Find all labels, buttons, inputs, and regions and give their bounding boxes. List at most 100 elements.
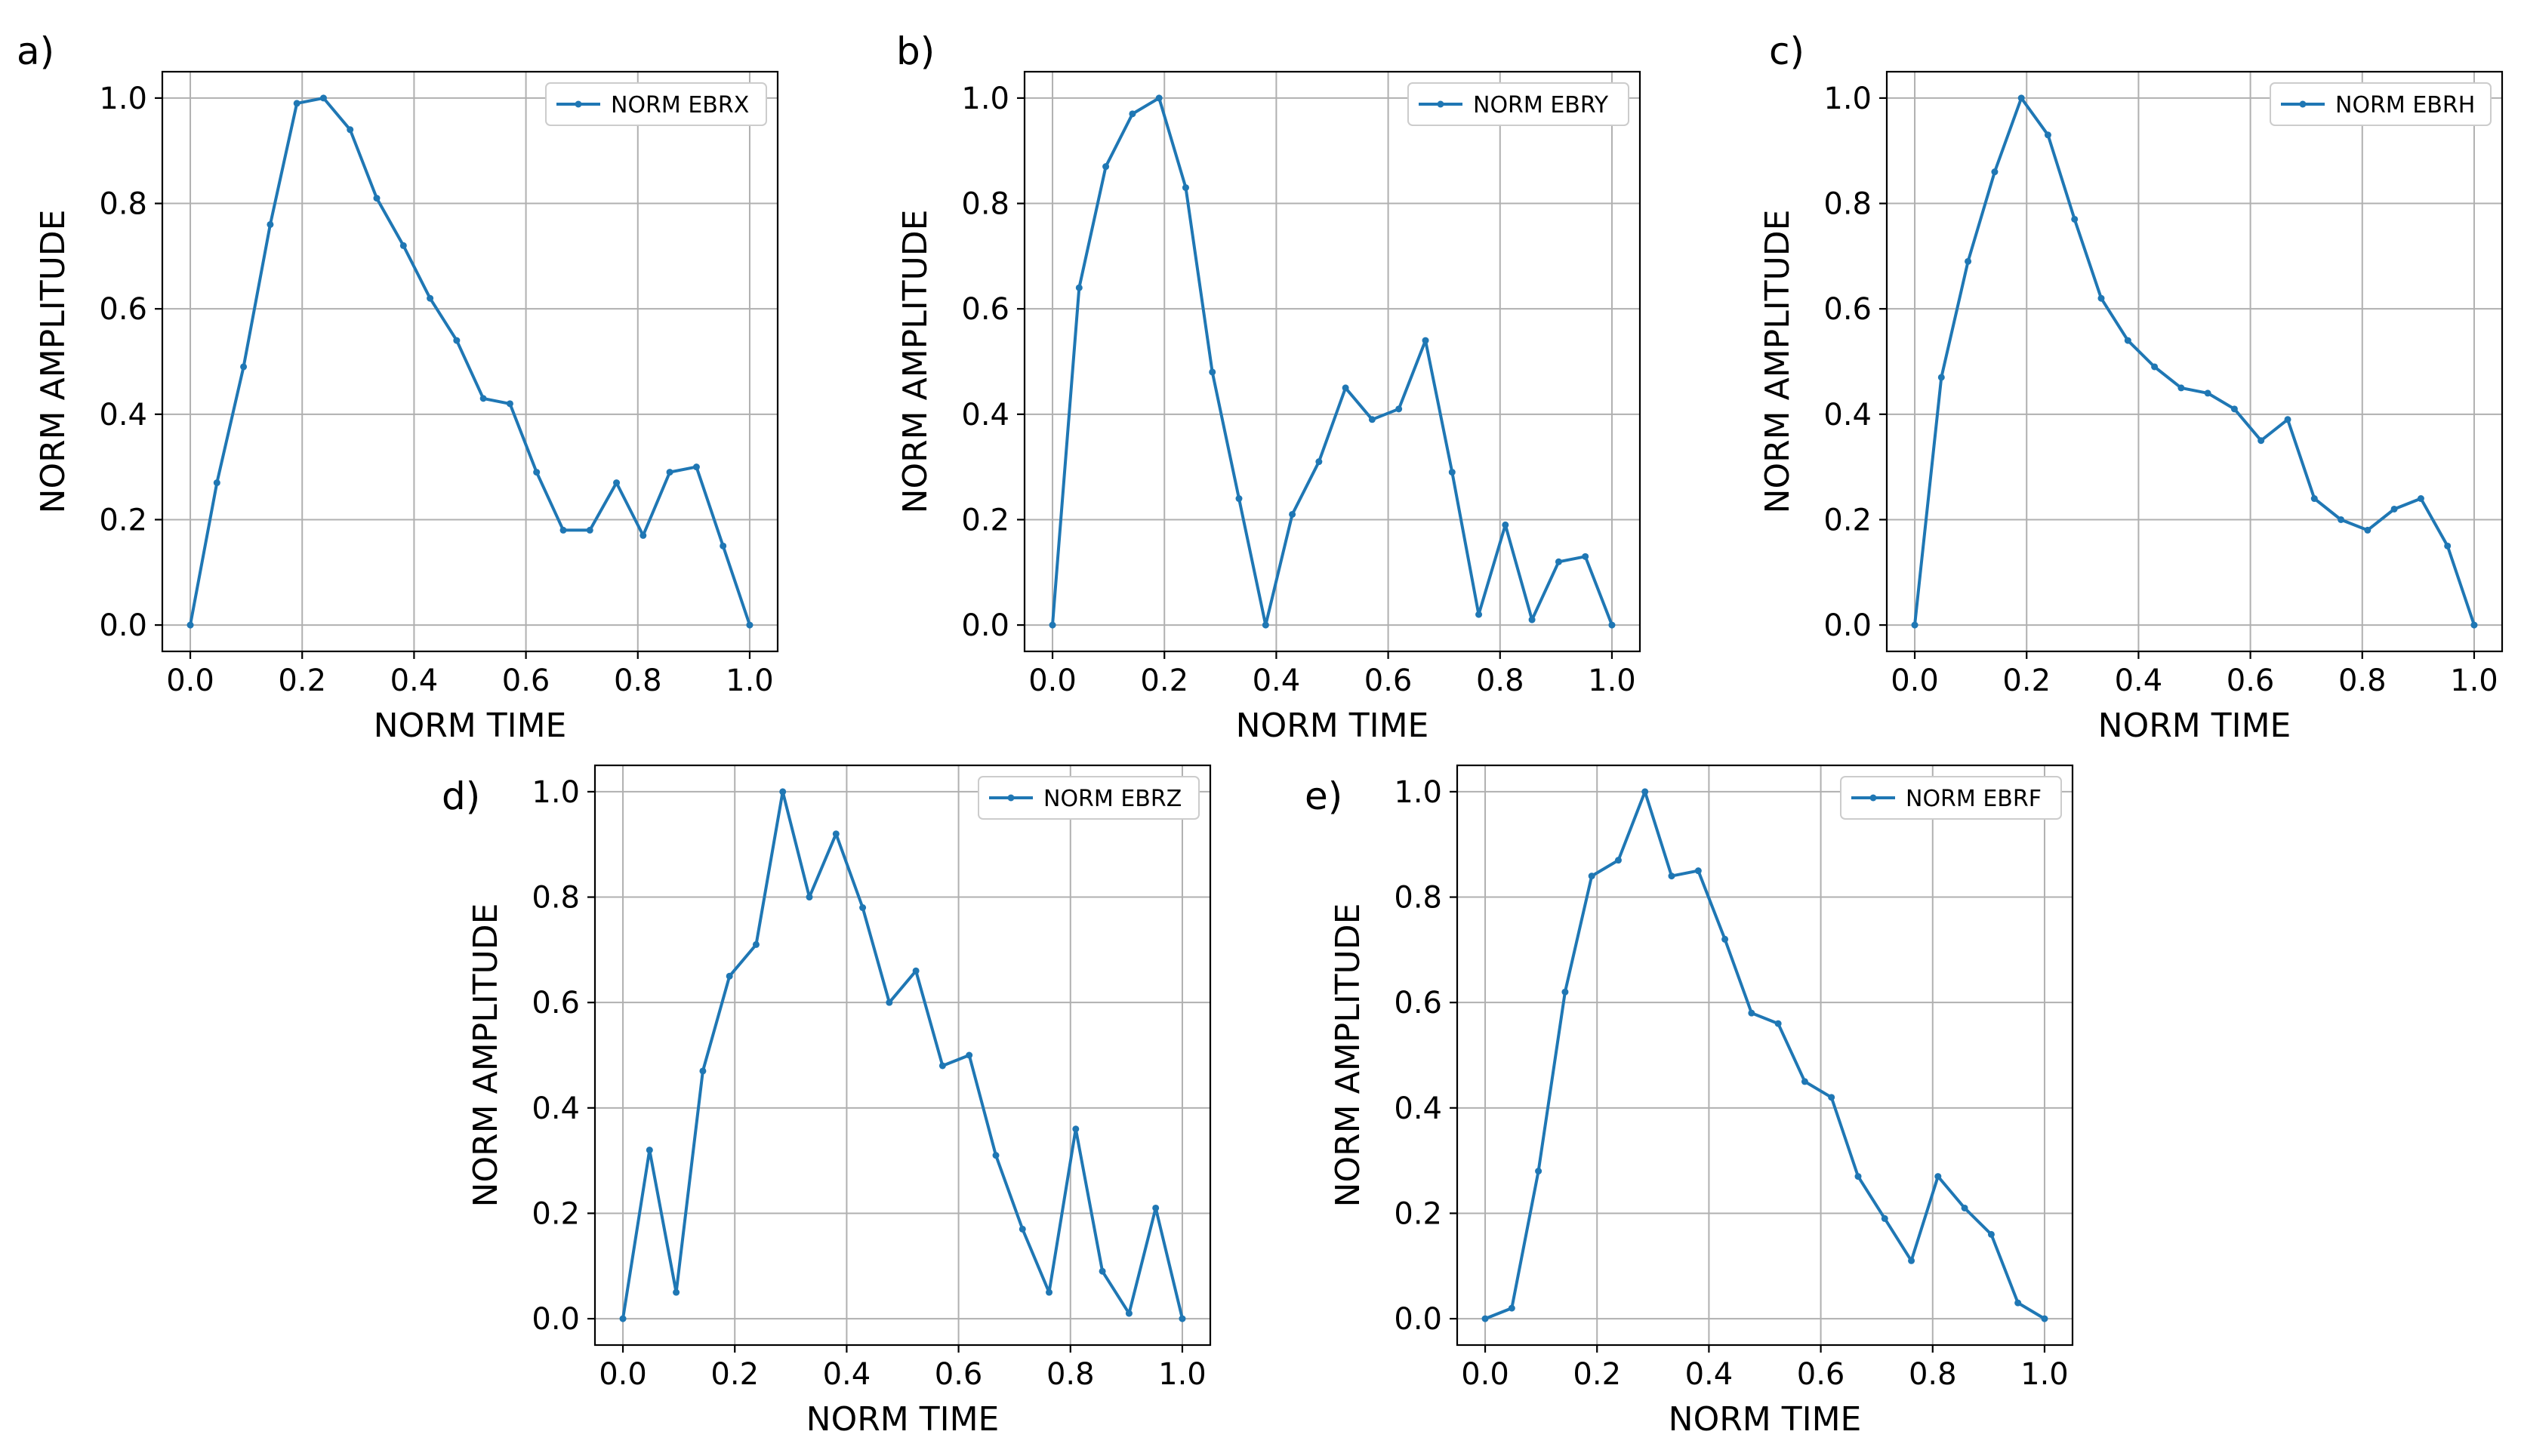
data-point [1908, 1257, 1915, 1264]
y-tick-label: 0.8 [1823, 187, 1872, 222]
plot-frame [161, 70, 779, 653]
x-tick-label: 0.4 [2115, 663, 2163, 698]
data-point [1475, 611, 1483, 618]
y-tick-label: 1.0 [1823, 82, 1872, 116]
data-point [1641, 788, 1649, 796]
data-point [720, 542, 727, 549]
legend: NORM EBRF [1840, 776, 2062, 820]
data-point [639, 531, 647, 539]
legend-marker [1869, 794, 1877, 802]
y-tick-label: 0.4 [99, 398, 147, 432]
data-point [2044, 131, 2051, 139]
y-axis-label: NORM AMPLITUDE [1329, 903, 1367, 1208]
legend: NORM EBRH [2270, 82, 2492, 126]
data-point [746, 621, 754, 629]
data-point [533, 469, 541, 476]
y-tick-label: 0.4 [961, 398, 1009, 432]
y-tick-label: 0.6 [961, 292, 1009, 327]
data-point [186, 621, 194, 629]
y-tick-label: 0.8 [99, 187, 147, 222]
y-tick-label: 0.0 [99, 608, 147, 643]
series-line-norm-ebry [1051, 96, 1613, 627]
data-point [886, 999, 893, 1006]
data-point [2017, 94, 2025, 102]
x-axis-label: NORM TIME [1669, 1400, 1862, 1439]
y-tick-label: 0.0 [1394, 1302, 1442, 1337]
data-point [1448, 469, 1456, 476]
legend-marker [1437, 100, 1444, 108]
legend-label: NORM EBRZ [1043, 786, 1182, 812]
data-point [2230, 405, 2238, 413]
data-point [586, 526, 593, 534]
x-tick-label: 0.4 [1685, 1357, 1734, 1392]
x-tick-label: 0.0 [1028, 663, 1077, 698]
x-tick-label: 0.0 [1461, 1357, 1509, 1392]
legend-label: NORM EBRH [2335, 92, 2475, 119]
data-point [2338, 516, 2345, 523]
data-point [2257, 437, 2265, 445]
data-point [319, 94, 327, 102]
x-tick-label: 0.2 [278, 663, 326, 698]
data-point [1262, 621, 1269, 629]
data-point [1937, 374, 1945, 381]
legend: NORM EBRZ [978, 776, 1200, 820]
data-point [240, 363, 248, 371]
data-point [1535, 1168, 1542, 1175]
plot-frame [1456, 764, 2074, 1347]
x-tick-label: 0.2 [2002, 663, 2051, 698]
data-point [2151, 363, 2159, 371]
data-point [1289, 510, 1296, 518]
x-tick-label: 0.6 [1364, 663, 1413, 698]
data-point [938, 1062, 946, 1070]
legend-box [978, 776, 1200, 820]
x-tick-label: 1.0 [726, 663, 774, 698]
legend-label: NORM EBRF [1906, 786, 2042, 812]
x-tick-label: 0.4 [1253, 663, 1301, 698]
data-point [646, 1147, 653, 1154]
data-point [1965, 257, 1972, 265]
x-axis-label: NORM TIME [2098, 706, 2291, 745]
data-point [1046, 1288, 1053, 1296]
x-tick-label: 0.8 [614, 663, 662, 698]
y-tick-label: 0.2 [99, 503, 147, 537]
plot-background [595, 765, 1210, 1345]
data-point [752, 940, 760, 948]
y-tick-label: 0.6 [1394, 986, 1442, 1020]
panel-letter: a) [17, 29, 54, 73]
y-tick-label: 1.0 [961, 82, 1009, 116]
data-point [726, 972, 733, 980]
x-tick-label: 1.0 [2020, 1357, 2069, 1392]
data-point [912, 967, 920, 974]
data-point [1235, 495, 1243, 503]
data-point [966, 1051, 973, 1059]
data-point [1125, 1310, 1133, 1317]
data-point [1911, 621, 1918, 629]
y-tick-label: 0.6 [99, 292, 147, 327]
legend-box [1407, 82, 1629, 126]
plot-background [1025, 72, 1640, 651]
data-point [453, 337, 461, 344]
y-axis-label: NORM AMPLITUDE [1758, 210, 1797, 514]
series-line-norm-ebrh [1913, 96, 2476, 626]
data-point [1828, 1094, 1835, 1101]
y-tick-label: 0.4 [1394, 1091, 1442, 1126]
chart-panel-0: a) 0.0 0.2 0.4 0.6 0.8 1.0 0.0 0.2 0.4 0.6 0.8 1.0 NO… [17, 29, 779, 745]
data-point [2417, 495, 2424, 503]
data-point [806, 894, 813, 901]
y-tick-label: 1.0 [1394, 775, 1442, 810]
data-point [1561, 988, 1569, 996]
data-point [832, 830, 840, 838]
data-point [506, 400, 513, 408]
data-point [666, 469, 673, 476]
data-point [1422, 337, 1429, 344]
data-point [2364, 526, 2372, 534]
data-point [1588, 873, 1595, 880]
legend-box [545, 82, 767, 126]
legend-box [2270, 82, 2492, 126]
data-point [2014, 1299, 2022, 1307]
x-tick-label: 0.4 [823, 1357, 871, 1392]
plot-frame [1885, 70, 2504, 653]
y-tick-label: 0.8 [1394, 881, 1442, 916]
data-point [1881, 1214, 1888, 1222]
